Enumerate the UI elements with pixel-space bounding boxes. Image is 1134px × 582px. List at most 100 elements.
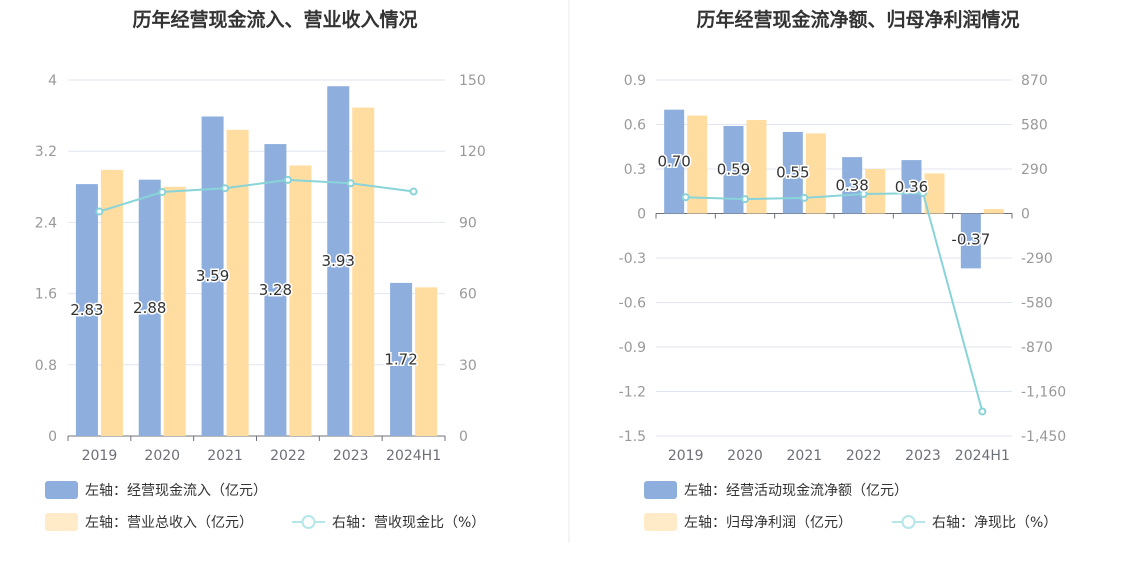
bar-series-2 xyxy=(100,169,123,436)
legend-label: 右轴：净现比（%） xyxy=(932,515,1057,531)
y-right-tick-label: 0 xyxy=(459,429,468,445)
line-point xyxy=(346,179,355,188)
y-right-tick-label: 290 xyxy=(1021,162,1048,178)
line-point xyxy=(95,207,104,216)
bar-series-2 xyxy=(352,107,375,436)
chart-2: 历年经营现金流净额、归母净利润情况 -1.5 -1.2 -0.9 -0.6 -0.3 0 0.… xyxy=(619,8,1066,531)
bar-series-1 xyxy=(201,116,224,437)
line-point xyxy=(158,188,167,197)
y-right-tick-label: 150 xyxy=(459,73,486,89)
y-right-tick-label: -870 xyxy=(1021,340,1053,356)
data-label: 3.59 xyxy=(196,267,229,285)
data-label: 2.83 xyxy=(70,301,103,319)
y-left-tick-label: -0.3 xyxy=(619,251,646,267)
data-label: 0.70 xyxy=(657,153,690,171)
y-left-tick-label: -1.2 xyxy=(619,385,646,401)
x-tick-label: 2023 xyxy=(333,448,369,464)
y-right-tick-label: 580 xyxy=(1021,118,1048,134)
bar-series-2 xyxy=(289,165,312,436)
x-tick-label: 2020 xyxy=(144,448,180,464)
y-left-tick-label: 3.2 xyxy=(35,144,57,160)
y-right-tick-label: 120 xyxy=(459,144,486,160)
x-tick-label: 2021 xyxy=(207,448,243,464)
y-right-tick-label: -1,160 xyxy=(1021,385,1066,401)
bar-series-2 xyxy=(746,120,767,214)
y-left-tick-label: -0.9 xyxy=(619,340,646,356)
y-left-tick-label: 0.3 xyxy=(624,162,646,178)
bar-series-1 xyxy=(75,184,98,436)
line-point xyxy=(741,195,749,204)
legend-label: 左轴：经营活动现金流净额（亿元） xyxy=(684,483,908,499)
data-label: -0.37 xyxy=(951,231,990,249)
line-point xyxy=(800,193,809,202)
line-point xyxy=(409,187,418,196)
legend-swatch xyxy=(644,513,677,531)
data-label: 1.72 xyxy=(384,350,417,368)
bar-series-2 xyxy=(983,209,1004,214)
bar-series-2 xyxy=(226,129,249,436)
y-left-tick-label: 0.6 xyxy=(624,118,646,134)
bar-series-1 xyxy=(264,144,287,436)
line-point xyxy=(283,175,292,184)
bar-series-2 xyxy=(805,133,826,214)
data-label: 0.36 xyxy=(895,178,928,196)
bar-series-1 xyxy=(842,157,863,214)
y-right-tick-label: 90 xyxy=(459,215,477,231)
bar-series-1 xyxy=(723,125,744,214)
bar-series-2 xyxy=(687,115,708,214)
data-label: 3.93 xyxy=(322,252,355,270)
y-left-tick-label: 2.4 xyxy=(35,215,57,231)
bar-series-1 xyxy=(390,282,413,436)
y-left-tick-label: 0.8 xyxy=(35,358,57,374)
chart-title: 历年经营现金流入、营业收入情况 xyxy=(132,8,417,31)
x-tick-label: 2024H1 xyxy=(955,448,1010,464)
y-right-tick-label: 870 xyxy=(1021,73,1048,89)
line-series xyxy=(99,178,414,213)
legend-label: 左轴：经营现金流入（亿元） xyxy=(85,483,267,499)
legend-label: 左轴：归母净利润（亿元） xyxy=(684,514,852,531)
y-left-tick-label: -1.5 xyxy=(619,429,646,445)
line-series xyxy=(685,192,984,412)
bar-series-1 xyxy=(960,213,981,269)
legend-label: 右轴：营收现金比（%） xyxy=(332,515,485,531)
bar-series-1 xyxy=(782,131,803,214)
data-label: 0.59 xyxy=(717,161,750,179)
bar-series-1 xyxy=(327,86,350,436)
x-tick-label: 2019 xyxy=(668,448,704,464)
legend-label: 左轴：营业总收入（亿元） xyxy=(85,515,253,531)
y-left-tick-label: -0.6 xyxy=(619,296,646,312)
line-point xyxy=(221,184,230,193)
line-point xyxy=(919,189,927,198)
x-tick-label: 2019 xyxy=(82,448,118,464)
y-left-tick-label: 0.9 xyxy=(624,73,646,89)
y-right-tick-label: -290 xyxy=(1021,251,1053,267)
bar-series-2 xyxy=(163,186,186,436)
legend-swatch xyxy=(45,513,78,531)
x-tick-label: 2023 xyxy=(905,448,941,464)
y-right-tick-label: -580 xyxy=(1021,296,1053,312)
x-tick-label: 2022 xyxy=(270,448,306,464)
x-tick-label: 2022 xyxy=(846,448,882,464)
bar-series-2 xyxy=(924,173,945,214)
y-left-tick-label: 4 xyxy=(48,73,57,89)
legend-line-marker xyxy=(301,515,316,529)
data-label: 0.55 xyxy=(776,164,809,182)
y-left-tick-label: 1.6 xyxy=(35,287,57,303)
x-tick-label: 2020 xyxy=(727,448,763,464)
x-tick-label: 2024H1 xyxy=(386,448,441,464)
data-label: 3.28 xyxy=(259,281,292,299)
y-left-tick-label: 0 xyxy=(637,207,646,223)
bar-series-1 xyxy=(901,160,922,214)
y-right-tick-label: -1,450 xyxy=(1021,429,1066,445)
y-right-tick-label: 60 xyxy=(459,287,477,303)
y-left-tick-label: 0 xyxy=(48,429,57,445)
chart-title: 历年经营现金流净额、归母净利润情况 xyxy=(696,8,1019,31)
x-tick-label: 2021 xyxy=(787,448,823,464)
bar-series-1 xyxy=(138,179,161,436)
bar-series-2 xyxy=(415,287,438,436)
y-right-tick-label: 0 xyxy=(1021,207,1030,223)
y-right-tick-label: 30 xyxy=(459,358,477,374)
line-point xyxy=(978,407,987,416)
line-point xyxy=(681,193,690,202)
